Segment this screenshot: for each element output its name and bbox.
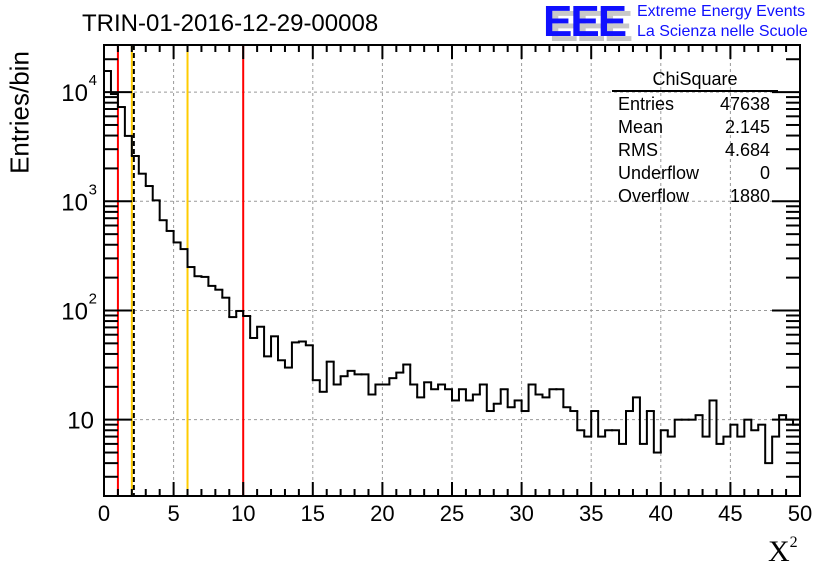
x-tick-label: 20 (370, 501, 394, 526)
stats-label: Underflow (618, 163, 700, 183)
y-tick-label: 10 (67, 408, 94, 435)
x-tick-label: 10 (231, 501, 255, 526)
x-tick-label: 25 (440, 501, 464, 526)
x-tick-label: 0 (98, 501, 110, 526)
chart-title: TRIN-01-2016-12-29-00008 (82, 10, 379, 37)
brand-line-2: La Scienza nelle Scuole (637, 23, 808, 40)
x-tick-label: 30 (509, 501, 533, 526)
stats-value: 4.684 (724, 140, 770, 160)
stats-row: RMS 4.684 (612, 139, 778, 162)
x-tick-label: 15 (301, 501, 325, 526)
y-tick-label: 10 (61, 298, 88, 325)
y-tick-exponent: 4 (89, 72, 97, 89)
stats-box: ChiSquare Entries 47638 Mean 2.145 RMS 4.68… (612, 68, 778, 208)
stats-row: Entries 47638 (612, 93, 778, 116)
x-label-sup: 2 (789, 534, 798, 551)
brand-line-1: Extreme Energy Events (637, 3, 806, 20)
x-label-base: X (768, 535, 790, 568)
stats-title: ChiSquare (612, 68, 778, 92)
logo-letters: EEE (543, 0, 627, 46)
y-tick-exponent: 2 (89, 290, 97, 307)
x-tick-label: 35 (579, 501, 603, 526)
stats-value: 2.145 (724, 117, 770, 137)
stats-value: 0 (759, 163, 770, 183)
stats-row: Overflow 1880 (612, 185, 778, 208)
x-tick-label: 5 (167, 501, 179, 526)
stats-row: Underflow 0 (612, 162, 778, 185)
x-axis-label: X2 (768, 534, 798, 569)
x-tick-label: 50 (788, 501, 812, 526)
stats-label: RMS (618, 140, 658, 160)
brand-text: Extreme Energy Events La Scienza nelle S… (637, 2, 808, 42)
y-tick-label: 10 (61, 189, 88, 216)
stats-label: Entries (618, 94, 675, 114)
y-tick-exponent: 3 (89, 181, 97, 198)
y-axis-label: Entries/bin (4, 51, 35, 174)
x-tick-label: 40 (649, 501, 673, 526)
eee-logo: EEE (543, 0, 635, 46)
stats-label: Mean (618, 117, 664, 137)
stats-label: Overflow (618, 186, 690, 206)
stats-value: 47638 (719, 94, 770, 114)
x-tick-label: 45 (718, 501, 742, 526)
stats-row: Mean 2.145 (612, 116, 778, 139)
stats-value: 1880 (729, 186, 770, 206)
y-tick-label: 10 (61, 80, 88, 107)
